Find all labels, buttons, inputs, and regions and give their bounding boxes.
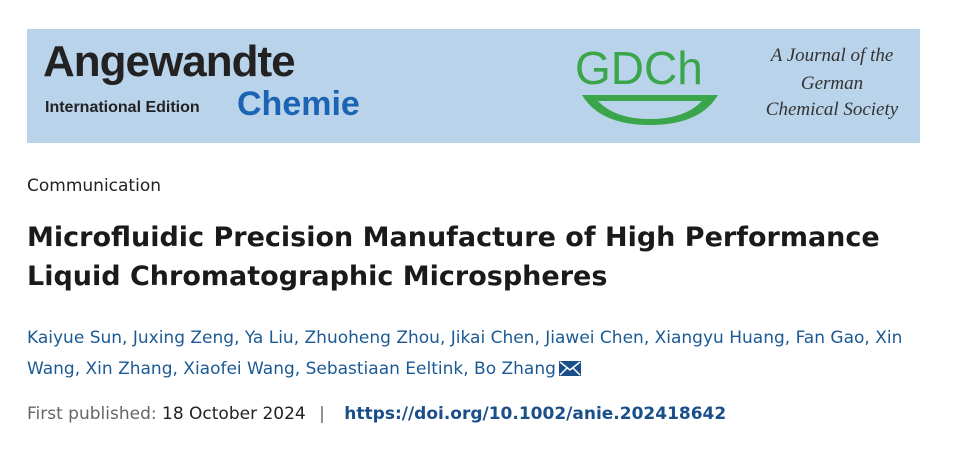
author[interactable]: Xin Wang [27, 328, 903, 379]
society-text: A Journal of the [770, 45, 894, 66]
society-text: German [800, 73, 864, 94]
society-text: Chemical Society [765, 99, 899, 120]
author-list: Kaiyue Sun, Juxing Zeng, Ya Liu, Zhuohen… [27, 328, 903, 379]
author[interactable]: Juxing Zeng [132, 328, 235, 348]
publication-info: First published: 18 October 2024 | https… [27, 404, 726, 424]
logo-arc [582, 95, 718, 125]
article-title: Liquid Chromatographic Microspheres [27, 261, 608, 292]
author[interactable]: Jiawei Chen [545, 328, 644, 348]
doi-link[interactable]: https://doi.org/10.1002/anie.202418642 [344, 404, 727, 424]
author[interactable]: Sebastiaan Eeltink [305, 359, 464, 379]
email-icon[interactable] [558, 361, 581, 376]
published-label: First published: [27, 404, 157, 424]
author[interactable]: Ya Liu [244, 328, 294, 348]
published-date: 18 October 2024 [162, 404, 306, 424]
author[interactable]: Jikai Chen [450, 328, 535, 348]
author[interactable]: Xiangyu Huang [654, 328, 785, 348]
article-type: Communication [27, 176, 161, 196]
author[interactable]: Zhuoheng Zhou [304, 328, 440, 348]
author[interactable]: Kaiyue Sun [27, 328, 123, 348]
separator: | [319, 404, 325, 424]
journal-name: Angewandte [43, 37, 296, 86]
society-logo: GDCh [575, 42, 703, 94]
author[interactable]: Xin Zhang [85, 359, 173, 379]
journal-name: Chemie [237, 85, 360, 123]
author[interactable]: Bo Zhang [474, 359, 556, 379]
author[interactable]: Fan Gao [795, 328, 865, 348]
journal-banner: Angewandte International Edition Chemie … [27, 29, 920, 143]
journal-edition: International Edition [45, 99, 200, 116]
article-title: Microfluidic Precision Manufacture of Hi… [27, 222, 880, 253]
author[interactable]: Xiaofei Wang [183, 359, 295, 379]
